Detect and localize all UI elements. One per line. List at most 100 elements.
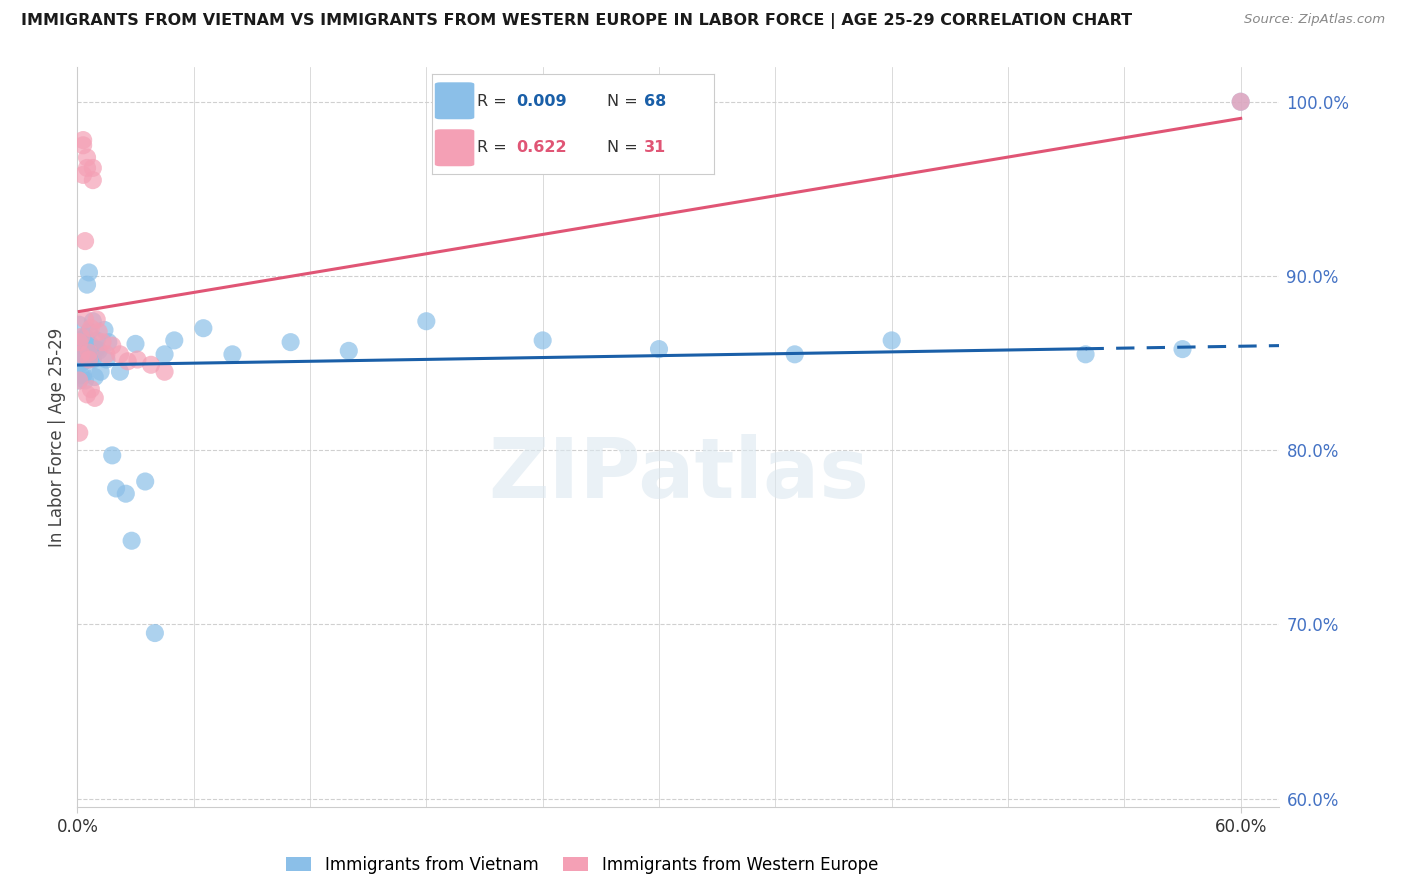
Point: [72, 133, 94, 147]
Point: [80, 351, 103, 365]
Point: [80, 338, 103, 352]
Point: [93, 323, 115, 337]
Y-axis label: In Labor Force | Age 25-29: In Labor Force | Age 25-29: [48, 327, 66, 547]
Point: [117, 354, 139, 368]
Point: [82, 314, 104, 328]
Point: [70, 356, 93, 370]
Point: [75, 374, 97, 388]
Point: [101, 338, 124, 352]
Point: [82, 173, 104, 187]
Point: [76, 342, 98, 356]
Point: [82, 352, 104, 367]
Point: [153, 365, 176, 379]
Point: [96, 347, 118, 361]
Point: [70, 347, 93, 361]
Point: [76, 277, 98, 292]
Point: [648, 342, 671, 356]
Point: [783, 347, 806, 361]
Point: [67, 374, 90, 388]
Text: ZIPatlas: ZIPatlas: [488, 434, 869, 515]
Point: [70, 368, 93, 383]
Point: [67, 347, 90, 361]
Legend: Immigrants from Vietnam, Immigrants from Western Europe: Immigrants from Vietnam, Immigrants from…: [280, 849, 884, 880]
Point: [86, 334, 108, 348]
Point: [101, 449, 124, 463]
Point: [531, 334, 554, 348]
Point: [83, 342, 105, 356]
Point: [75, 234, 97, 248]
Point: [91, 335, 114, 350]
Point: [1171, 342, 1194, 356]
Point: [70, 337, 93, 351]
Point: [72, 168, 94, 182]
Point: [76, 387, 98, 401]
Point: [67, 334, 90, 348]
Point: [139, 358, 162, 372]
Point: [67, 335, 90, 350]
Point: [280, 335, 302, 350]
Point: [67, 425, 90, 440]
Point: [80, 321, 103, 335]
Point: [96, 352, 118, 367]
Point: [1229, 95, 1251, 109]
Point: [83, 370, 105, 384]
Point: [75, 312, 97, 326]
Point: [87, 343, 110, 358]
Point: [193, 321, 215, 335]
Point: [72, 337, 94, 351]
Point: [105, 482, 128, 496]
Point: [153, 347, 176, 361]
Point: [77, 345, 100, 359]
Point: [77, 342, 100, 356]
Point: [1229, 95, 1251, 109]
Point: [76, 161, 98, 175]
Point: [86, 342, 108, 356]
Point: [76, 151, 98, 165]
Point: [75, 352, 97, 367]
Point: [77, 265, 100, 279]
Point: [1074, 347, 1097, 361]
Point: [221, 347, 243, 361]
Point: [72, 349, 94, 363]
Point: [127, 352, 149, 367]
Point: [82, 161, 104, 175]
Point: [108, 347, 131, 361]
Point: [97, 335, 120, 350]
Point: [87, 325, 110, 339]
Point: [67, 374, 90, 388]
Point: [880, 334, 903, 348]
Point: [69, 337, 91, 351]
Point: [108, 365, 131, 379]
Point: [70, 335, 93, 350]
Point: [90, 365, 112, 379]
Point: [80, 338, 103, 352]
Point: [70, 347, 93, 361]
Point: [77, 325, 100, 339]
Point: [76, 347, 98, 361]
Point: [76, 338, 98, 352]
Point: [70, 347, 93, 361]
Point: [124, 337, 146, 351]
Point: [77, 352, 100, 367]
Point: [337, 343, 360, 358]
Point: [134, 475, 156, 489]
Point: [75, 342, 97, 356]
Point: [67, 318, 90, 332]
Point: [72, 138, 94, 153]
Point: [163, 334, 186, 348]
Point: [72, 368, 94, 383]
Point: [70, 330, 93, 344]
Point: [80, 382, 103, 396]
Point: [114, 486, 136, 500]
Point: [72, 342, 94, 356]
Point: [72, 343, 94, 358]
Point: [75, 352, 97, 367]
Point: [143, 626, 166, 640]
Point: [73, 349, 96, 363]
Point: [121, 533, 143, 548]
Point: [86, 312, 108, 326]
Point: [72, 354, 94, 368]
Point: [77, 352, 100, 367]
Point: [415, 314, 437, 328]
Point: [75, 330, 97, 344]
